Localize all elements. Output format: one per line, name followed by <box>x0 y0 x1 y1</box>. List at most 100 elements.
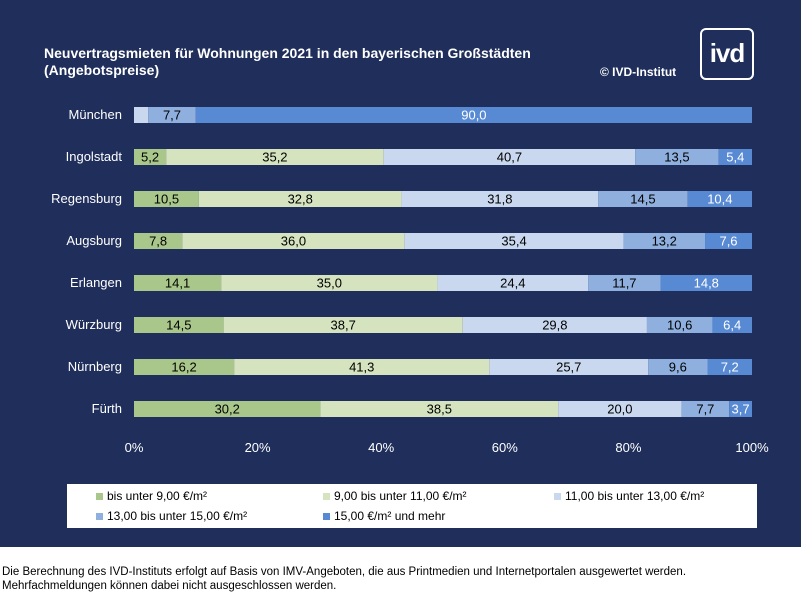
bar-segment <box>729 401 752 417</box>
chart-legend: bis unter 9,00 €/m² 9,00 bis unter 11,00… <box>67 484 757 528</box>
chart-panel: Neuvertragsmieten für Wohnungen 2021 in … <box>0 0 801 547</box>
bar-data-label: 7,6 <box>719 234 737 249</box>
category-label: Nürnberg <box>68 359 122 374</box>
x-tick-label: 100% <box>735 440 769 455</box>
legend-swatch-2 <box>323 492 330 500</box>
bar-segment <box>234 359 490 375</box>
bar-segment <box>437 275 589 291</box>
bar-data-label: 29,8 <box>542 318 567 333</box>
bar-segment <box>404 233 624 249</box>
bar-data-label: 35,2 <box>262 150 287 165</box>
bar-data-label: 24,4 <box>500 276 525 291</box>
legend-label-1: bis unter 9,00 €/m² <box>107 489 208 503</box>
bar-data-label: 5,2 <box>141 150 159 165</box>
copyright-label: © IVD-Institut <box>600 65 677 79</box>
bar-data-label: 31,8 <box>487 192 512 207</box>
bar-segment <box>166 149 384 165</box>
bar-data-label: 36,0 <box>281 234 306 249</box>
bar-segment <box>148 107 196 123</box>
bar-data-label: 35,4 <box>501 234 526 249</box>
bar-data-label: 7,7 <box>696 402 714 417</box>
chart-title-line2: (Angebotspreise) <box>44 62 160 78</box>
bar-segment <box>588 275 661 291</box>
bar-segment <box>134 359 235 375</box>
bar-segment <box>221 275 438 291</box>
bar-segment <box>660 275 752 291</box>
bar-segment <box>705 233 752 249</box>
bar-chart-bars: 7,7 90,0 5,2 35,2 40,7 13,5 5,4 10,5 32,8 31,8 14,… <box>134 107 753 417</box>
chart-title-line1: Neuvertragsmieten für Wohnungen 2021 in … <box>44 45 531 61</box>
bar-data-label: 10,5 <box>154 192 179 207</box>
category-label: München <box>69 107 122 122</box>
bar-data-label: 25,7 <box>556 360 581 375</box>
bar-data-label: 20,0 <box>607 402 632 417</box>
bar-segment <box>223 317 463 333</box>
bar-segment <box>182 233 405 249</box>
bar-data-label: 9,6 <box>669 360 687 375</box>
bar-data-label: 38,7 <box>331 318 356 333</box>
legend-swatch-1 <box>96 492 103 500</box>
bar-segment <box>648 359 708 375</box>
bar-data-label: 90,0 <box>461 108 486 123</box>
bar-data-label: 14,8 <box>694 276 719 291</box>
legend-item-2: 9,00 bis unter 11,00 €/m² <box>323 489 467 503</box>
bar-chart: 7,7 90,0 5,2 35,2 40,7 13,5 5,4 10,5 32,8 31,8 14,… <box>51 107 769 455</box>
footnote-line1: Die Berechnung des IVD-Instituts erfolgt… <box>2 566 687 578</box>
legend-label-4: 13,00 bis unter 15,00 €/m² <box>107 509 248 523</box>
bar-segment <box>687 191 752 207</box>
x-tick-label: 0% <box>125 440 144 455</box>
bar-segment <box>134 401 321 417</box>
bar-data-label: 14,5 <box>630 192 655 207</box>
category-label: Augsburg <box>66 233 122 248</box>
bar-segment <box>558 401 682 417</box>
bar-segment <box>195 107 753 123</box>
bar-segment <box>489 359 649 375</box>
bar-data-label: 41,3 <box>349 360 374 375</box>
bar-segment <box>718 149 752 165</box>
bar-data-label: 10,6 <box>667 318 692 333</box>
bar-segment <box>712 317 752 333</box>
category-axis-labels: München Ingolstadt Regensburg Augsburg Erlan… <box>51 107 122 416</box>
bar-data-label: 38,5 <box>427 402 452 417</box>
footnote-line2: Mehrfachmeldungen können dabei nicht aus… <box>2 580 337 592</box>
legend-label-2: 9,00 bis unter 11,00 €/m² <box>334 489 467 503</box>
bar-data-label: 11,7 <box>612 276 636 291</box>
ivd-logo: ivd <box>700 28 754 80</box>
bar-segment <box>707 359 752 375</box>
bar-data-label: 10,4 <box>707 192 732 207</box>
bar-segment <box>462 317 647 333</box>
bar-segment <box>134 149 167 165</box>
bar-segment <box>681 401 730 417</box>
category-label: Würzburg <box>66 317 122 332</box>
x-tick-label: 40% <box>368 440 394 455</box>
category-label: Fürth <box>92 401 122 416</box>
bar-segment <box>401 191 599 207</box>
chart-title: Neuvertragsmieten für Wohnungen 2021 in … <box>44 45 604 79</box>
bar-data-label: 13,2 <box>652 234 677 249</box>
bar-segment <box>646 317 713 333</box>
bar-data-label: 32,8 <box>288 192 313 207</box>
footnote: Die Berechnung des IVD-Instituts erfolgt… <box>2 565 801 593</box>
bar-data-label: 5,4 <box>726 150 744 165</box>
bar-data-label: 3,7 <box>732 402 750 417</box>
legend-item-3: 11,00 bis unter 13,00 €/m² <box>554 489 704 503</box>
bar-data-label: 40,7 <box>497 150 522 165</box>
bar-segment <box>134 275 222 291</box>
category-label: Erlangen <box>70 275 122 290</box>
bar-data-label: 30,2 <box>215 402 240 417</box>
bar-data-label: 16,2 <box>171 360 196 375</box>
bar-segment <box>598 191 688 207</box>
legend-label-3: 11,00 bis unter 13,00 €/m² <box>565 489 705 503</box>
bar-segment <box>320 401 559 417</box>
legend-swatch-5 <box>323 512 330 520</box>
bar-data-label: 35,0 <box>317 276 342 291</box>
bar-segment <box>635 149 719 165</box>
bar-segment <box>623 233 706 249</box>
bar-data-label: 7,7 <box>163 108 181 123</box>
bar-data-label: 14,5 <box>166 318 191 333</box>
bar-segment <box>134 107 149 123</box>
bar-data-label: 7,2 <box>721 360 739 375</box>
x-tick-label: 80% <box>615 440 641 455</box>
x-tick-label: 20% <box>245 440 271 455</box>
category-label: Regensburg <box>51 191 122 206</box>
